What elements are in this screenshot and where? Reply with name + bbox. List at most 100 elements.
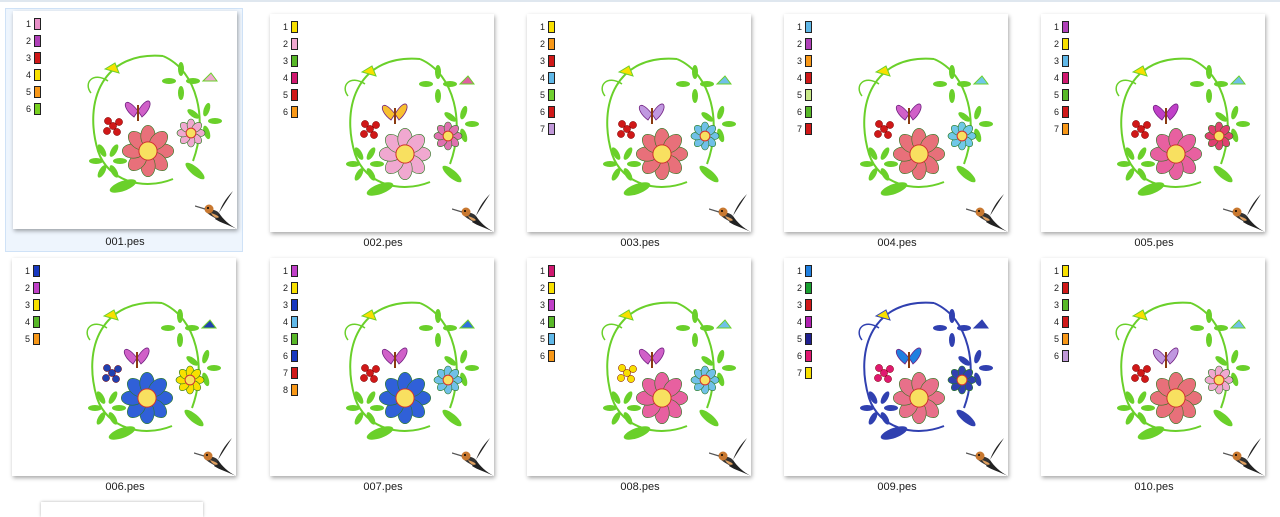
thread-color-legend: 1 2 3 4 5 6 <box>280 19 320 121</box>
file-tile[interactable]: 1 2 3 4 5 6 002.pes <box>263 8 501 252</box>
thread-color-number: 2 <box>282 39 288 49</box>
thread-color-number: 3 <box>282 300 288 310</box>
thread-color-number: 2 <box>282 283 288 293</box>
thread-color-number: 7 <box>1053 124 1059 134</box>
thread-color-swatch <box>33 316 40 328</box>
thread-color-number: 3 <box>539 300 545 310</box>
file-name-label: 002.pes <box>363 237 403 249</box>
thread-color-swatch <box>805 299 812 311</box>
thread-color-number: 1 <box>1053 22 1059 32</box>
thread-color-row: 6 <box>537 104 577 121</box>
embroidery-thumbnail[interactable]: 1 2 3 4 5 6 <box>270 14 494 232</box>
thread-color-row: 1 <box>23 16 63 33</box>
thread-color-row: 4 <box>1051 314 1091 331</box>
thread-color-number: 1 <box>539 22 545 32</box>
thread-color-swatch <box>548 316 555 328</box>
thread-color-row: 5 <box>794 87 834 104</box>
embroidery-thumbnail[interactable]: 1 2 3 4 5 6 <box>13 11 237 229</box>
hummingbird-logo-icon <box>1222 436 1267 483</box>
thread-color-swatch <box>1062 106 1069 118</box>
thread-color-row: 6 <box>1051 104 1091 121</box>
partial-next-row-thumbnail[interactable] <box>41 502 203 517</box>
thread-color-row: 2 <box>537 280 577 297</box>
thread-color-number: 2 <box>25 36 31 46</box>
thread-color-number: 5 <box>282 90 288 100</box>
embroidery-thumbnail[interactable]: 1 2 3 4 5 6 <box>1041 258 1265 476</box>
file-tile[interactable]: 1 2 3 4 5 6 7 003.pes <box>520 8 758 252</box>
file-tile[interactable]: 1 2 3 4 5 6 001.pes <box>5 8 243 252</box>
file-tile[interactable]: 1 2 3 4 5 6 008.pes <box>520 252 758 496</box>
floral-embroidery-design <box>1115 57 1250 196</box>
embroidery-thumbnail[interactable]: 1 2 3 4 5 6 <box>527 258 751 476</box>
file-tile[interactable]: 1 2 3 4 5 006.pes <box>5 252 243 496</box>
thread-color-swatch <box>33 265 40 277</box>
thread-color-swatch <box>291 282 298 294</box>
thread-color-row: 4 <box>23 67 63 84</box>
file-tile[interactable]: 1 2 3 4 5 6 7 005.pes <box>1034 8 1272 252</box>
thread-color-swatch <box>548 350 555 362</box>
thread-color-number: 1 <box>282 22 288 32</box>
thread-color-row: 1 <box>1051 263 1091 280</box>
embroidery-thumbnail[interactable]: 1 2 3 4 5 6 7 <box>784 258 1008 476</box>
thread-color-number: 6 <box>1053 107 1059 117</box>
thread-color-row: 5 <box>1051 87 1091 104</box>
hummingbird-logo-icon <box>965 436 1010 483</box>
thread-color-swatch <box>1062 333 1069 345</box>
thread-color-row: 3 <box>794 53 834 70</box>
embroidery-thumbnail[interactable]: 1 2 3 4 5 6 7 <box>784 14 1008 232</box>
thread-color-row: 3 <box>1051 53 1091 70</box>
thread-color-number: 5 <box>539 334 545 344</box>
file-name-label: 008.pes <box>620 481 660 493</box>
thread-color-number: 2 <box>796 39 802 49</box>
embroidery-thumbnail[interactable]: 1 2 3 4 5 <box>12 258 236 476</box>
thread-color-swatch <box>805 265 812 277</box>
thread-color-number: 7 <box>282 368 288 378</box>
thread-color-number: 7 <box>796 368 802 378</box>
thread-color-number: 5 <box>539 90 545 100</box>
thread-color-swatch <box>548 72 555 84</box>
hummingbird-logo-icon <box>193 436 238 483</box>
thread-color-number: 7 <box>539 124 545 134</box>
thread-color-row: 1 <box>537 19 577 36</box>
thread-color-swatch <box>291 299 298 311</box>
thread-color-swatch <box>291 367 298 379</box>
thread-color-swatch <box>1062 123 1069 135</box>
hummingbird-logo-icon <box>194 189 239 236</box>
thread-color-row: 3 <box>794 297 834 314</box>
thread-color-swatch <box>291 316 298 328</box>
file-tile[interactable]: 1 2 3 4 5 6 010.pes <box>1034 252 1272 496</box>
thread-color-number: 4 <box>282 317 288 327</box>
thread-color-swatch <box>33 333 40 345</box>
file-tile[interactable]: 1 2 3 4 5 6 7 004.pes <box>777 8 1015 252</box>
embroidery-thumbnail[interactable]: 1 2 3 4 5 6 7 8 <box>270 258 494 476</box>
thread-color-row: 3 <box>537 53 577 70</box>
thread-color-row: 4 <box>280 70 320 87</box>
thread-color-swatch <box>1062 282 1069 294</box>
thread-color-swatch <box>1062 89 1069 101</box>
thread-color-legend: 1 2 3 4 5 6 <box>23 16 63 118</box>
thread-color-legend: 1 2 3 4 5 <box>22 263 62 348</box>
thread-color-row: 1 <box>794 263 834 280</box>
thread-color-swatch <box>548 38 555 50</box>
thread-color-swatch <box>1062 350 1069 362</box>
thread-color-swatch <box>548 21 555 33</box>
thread-color-legend: 1 2 3 4 5 6 7 <box>537 19 577 138</box>
thread-color-swatch <box>1062 72 1069 84</box>
file-tile[interactable]: 1 2 3 4 5 6 7 8 007.pes <box>263 252 501 496</box>
floral-embroidery-design <box>601 301 736 440</box>
file-tile[interactable]: 1 2 3 4 5 6 7 009.pes <box>777 252 1015 496</box>
thread-color-swatch <box>34 35 41 47</box>
thread-color-number: 1 <box>1053 266 1059 276</box>
thread-color-row: 5 <box>537 87 577 104</box>
thread-color-number: 6 <box>282 351 288 361</box>
thread-color-number: 4 <box>282 73 288 83</box>
thread-color-number: 4 <box>1053 73 1059 83</box>
embroidery-thumbnail[interactable]: 1 2 3 4 5 6 7 <box>1041 14 1265 232</box>
thread-color-number: 3 <box>796 56 802 66</box>
file-name-label: 001.pes <box>105 236 145 248</box>
hummingbird-logo-icon <box>1222 192 1267 239</box>
thread-color-number: 5 <box>1053 334 1059 344</box>
embroidery-thumbnail[interactable]: 1 2 3 4 5 6 7 <box>527 14 751 232</box>
hummingbird-logo-icon <box>965 192 1010 239</box>
thread-color-legend: 1 2 3 4 5 6 7 <box>794 19 834 138</box>
